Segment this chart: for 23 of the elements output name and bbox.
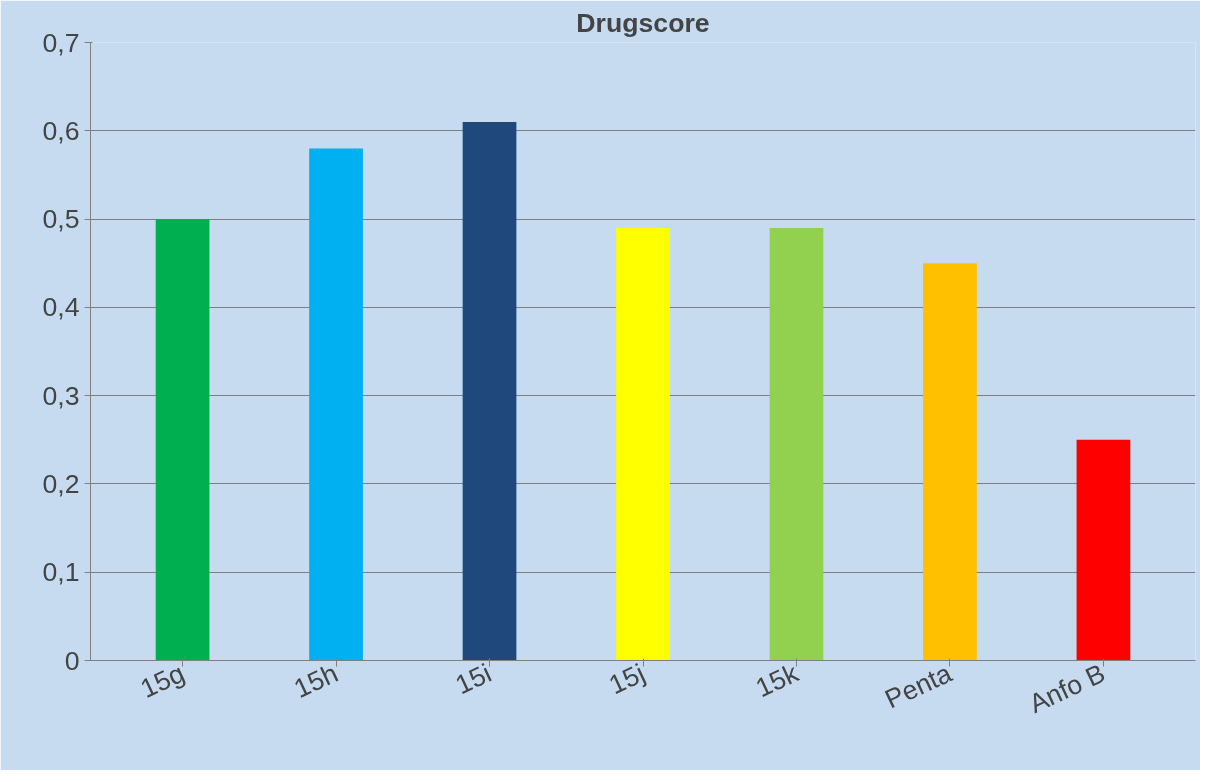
x-tick-label: 15i bbox=[450, 657, 496, 701]
y-tick-label: 0,3 bbox=[42, 380, 80, 411]
bar bbox=[155, 219, 210, 661]
bar bbox=[769, 227, 824, 661]
x-tick-label: 15g bbox=[135, 657, 189, 704]
y-tick-label: 0,1 bbox=[42, 557, 80, 588]
y-tick-label: 0,4 bbox=[42, 292, 80, 323]
bar bbox=[309, 148, 363, 661]
y-tick-label: 0 bbox=[64, 645, 80, 676]
y-tick-label: 0,7 bbox=[42, 27, 80, 58]
y-tick-label: 0,5 bbox=[42, 204, 80, 235]
y-tick-label: 0,6 bbox=[42, 115, 80, 146]
bar bbox=[1076, 439, 1131, 661]
chart-title: Drugscore bbox=[576, 7, 710, 38]
x-tick-label: Penta bbox=[880, 657, 957, 715]
y-tick-label: 0,2 bbox=[42, 468, 80, 499]
x-tick-label: Anfo B bbox=[1024, 657, 1110, 719]
x-tick-label: 15h bbox=[289, 657, 343, 704]
x-tick-label: 15k bbox=[751, 657, 804, 704]
bar bbox=[462, 121, 517, 661]
bar bbox=[923, 263, 977, 661]
x-tick-label: 15j bbox=[604, 657, 650, 701]
bar bbox=[616, 227, 670, 661]
